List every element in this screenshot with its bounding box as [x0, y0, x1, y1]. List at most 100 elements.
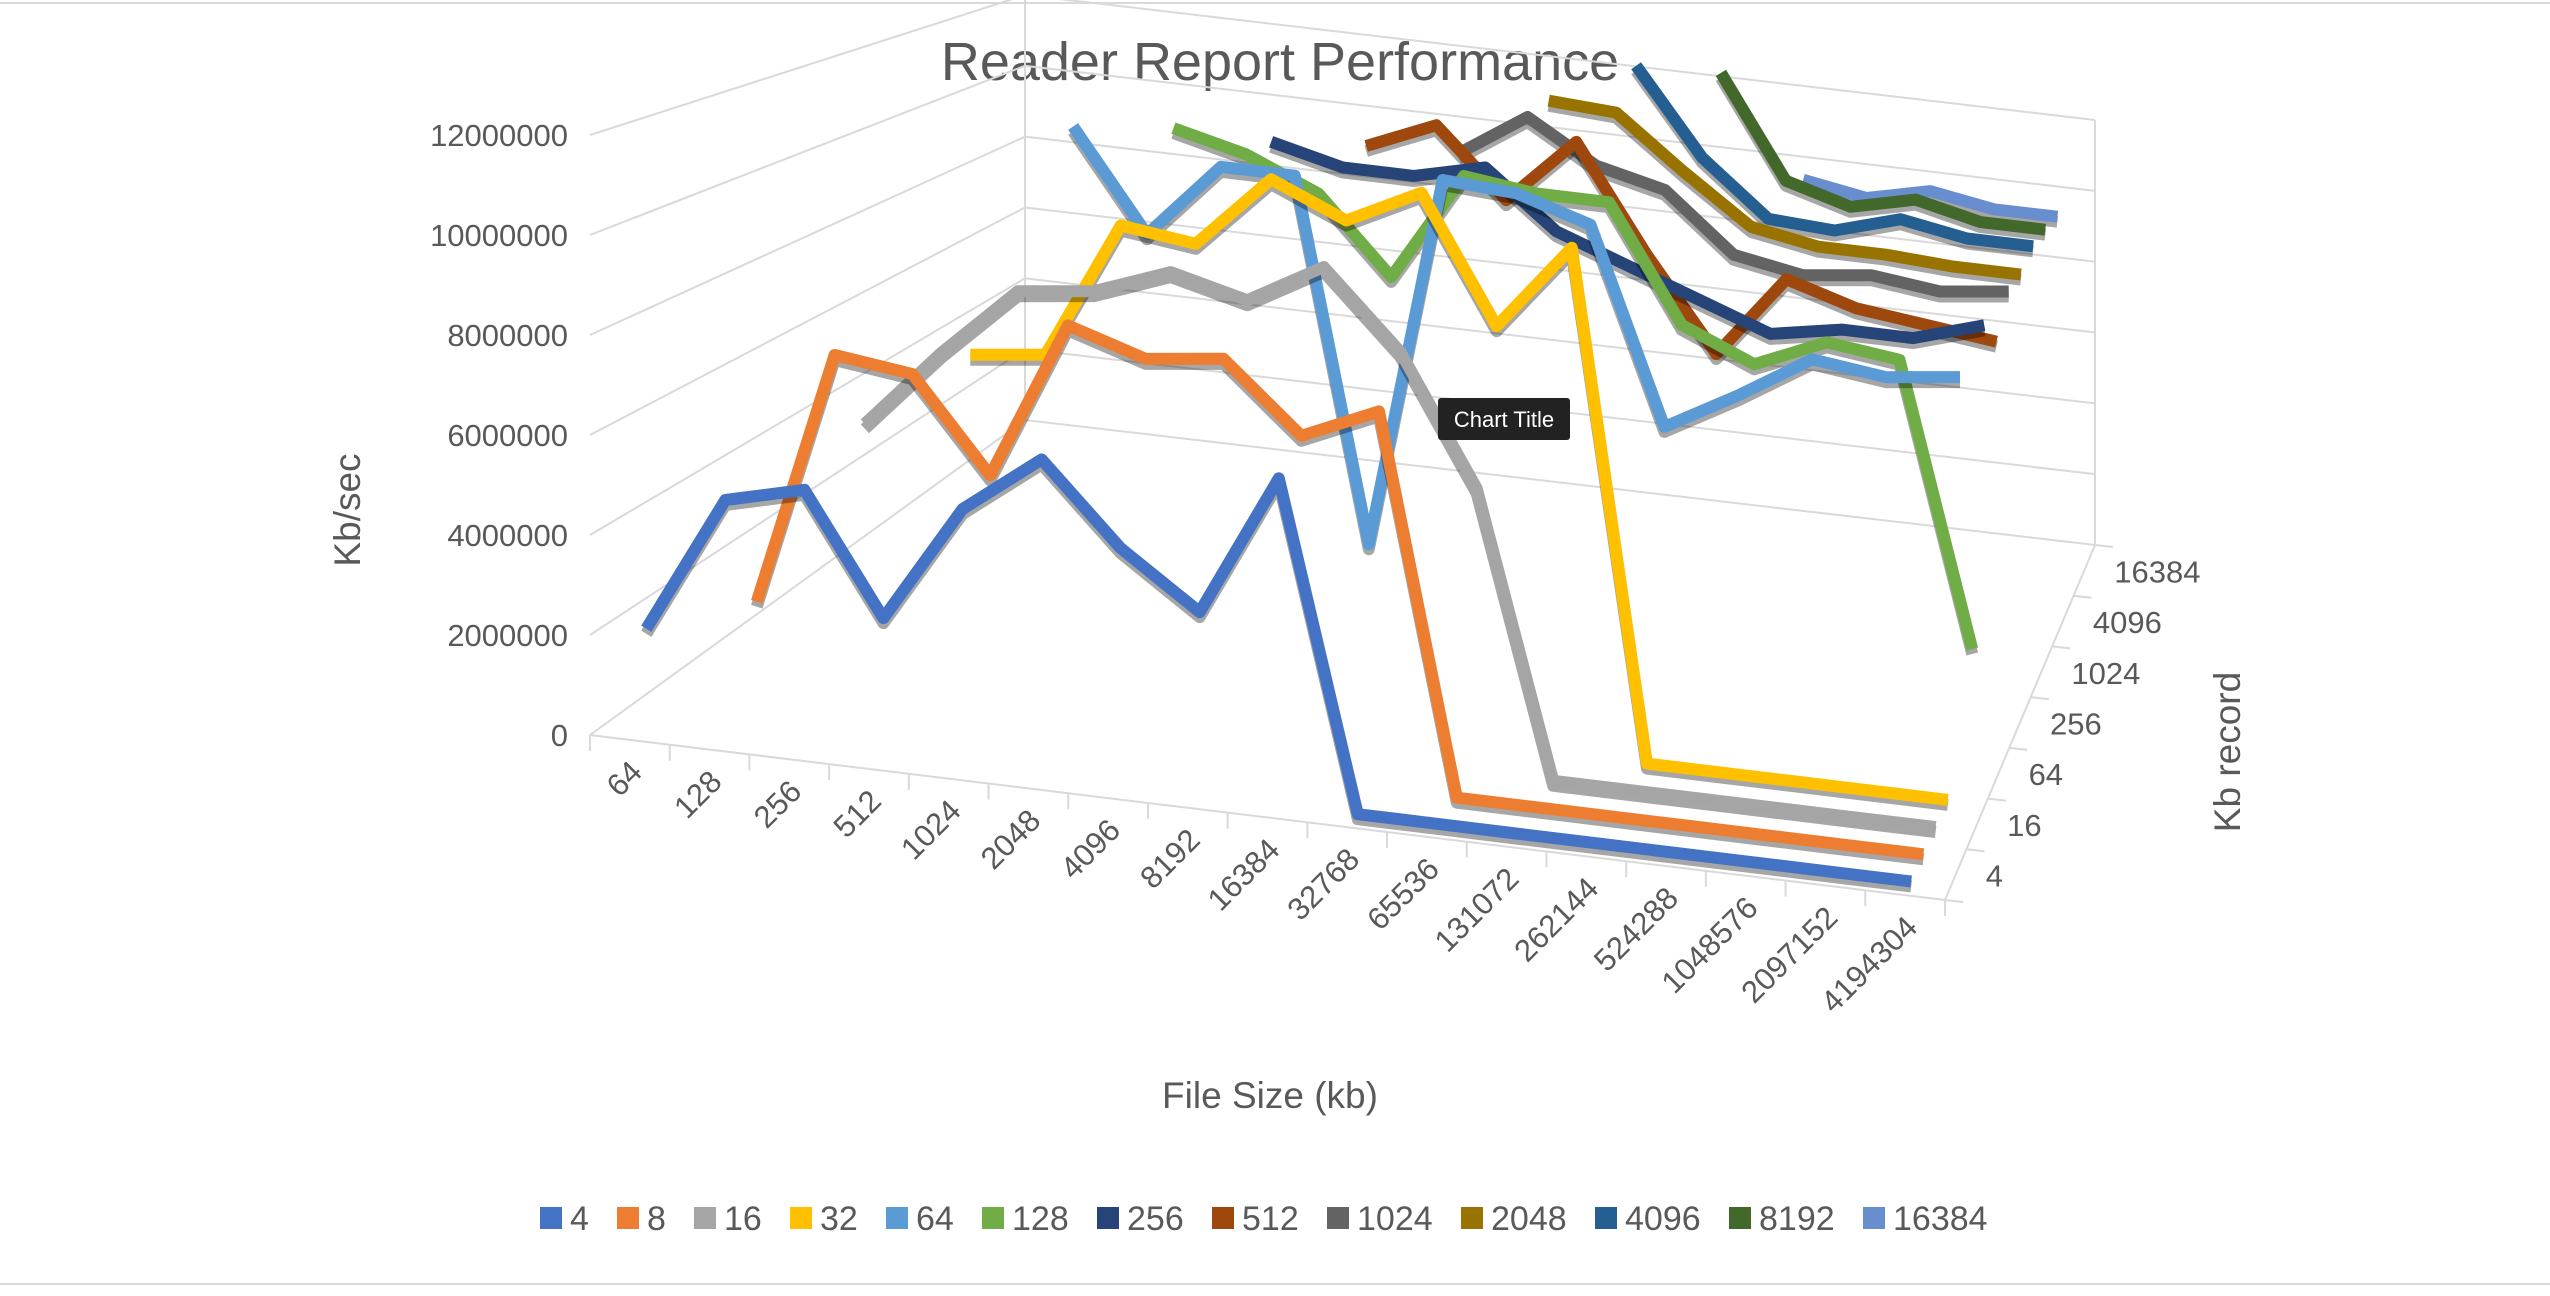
z-tick-label: 16384 [2114, 554, 2200, 589]
series-256 [1269, 136, 1986, 350]
legend-label: 512 [1242, 1200, 1299, 1238]
legend-label: 1024 [1357, 1200, 1433, 1238]
legend-swatch [1461, 1207, 1483, 1229]
legend-swatch [1595, 1207, 1617, 1229]
series-2048 [1547, 94, 2022, 286]
legend-label: 8 [647, 1200, 666, 1238]
legend-item: 256 [1097, 1200, 1184, 1238]
axes [589, 544, 2114, 916]
z-tick-mark [2073, 594, 2092, 599]
legend-swatch [982, 1207, 1004, 1229]
legend: 4 8 16 32 64 128 256 512 1024 2048 4096 8192 16384 [540, 1200, 1988, 1238]
legend-swatch [694, 1207, 716, 1229]
legend-item: 8192 [1729, 1200, 1835, 1238]
z-tick-labels: 416 64 256 1024 4096 16384 [1986, 554, 2201, 893]
y-tick-label: 8000000 [447, 318, 568, 353]
legend-item: 64 [886, 1200, 954, 1238]
z-tick-label: 1024 [2071, 656, 2140, 691]
legend-item: 32 [790, 1200, 858, 1238]
legend-label: 32 [820, 1200, 858, 1238]
tooltip-text: Chart Title [1454, 407, 1554, 432]
legend-label: 64 [916, 1200, 954, 1238]
series-64 [1068, 123, 1961, 556]
legend-swatch [540, 1207, 562, 1229]
series-line [1364, 119, 1998, 360]
series-line [751, 319, 1925, 861]
z-axis-title: Kb record [2207, 672, 2248, 832]
legend-swatch [790, 1207, 812, 1229]
z-tick-mark [2030, 696, 2049, 701]
series-line [1715, 69, 2046, 236]
z-axis-line [1944, 544, 2096, 901]
z-tick-mark [2052, 645, 2071, 650]
legend-swatch [1863, 1207, 1885, 1229]
series-line [1068, 123, 1961, 551]
z-tick-mark [1987, 797, 2006, 802]
legend-item: 2048 [1461, 1200, 1567, 1238]
legend-item: 16 [694, 1200, 762, 1238]
tooltip-box [1438, 398, 1570, 440]
legend-swatch [617, 1207, 639, 1229]
z-tick-mark [2009, 746, 2028, 751]
gridline [589, 0, 2096, 136]
y-axis-title: Kb/sec [327, 453, 368, 566]
z-tick-mark [1944, 899, 1964, 903]
x-axis-line [589, 734, 1946, 901]
z-tick-mark [2094, 544, 2114, 548]
y-tick-label: 6000000 [447, 418, 568, 453]
chart-title: Reader Report Performance [941, 32, 1619, 92]
legend-item: 128 [982, 1200, 1069, 1238]
z-tick-label: 16 [2007, 808, 2041, 843]
series-16384 [1801, 174, 2059, 228]
series-4 [641, 453, 1912, 893]
legend-label: 16384 [1893, 1200, 1988, 1238]
legend-swatch [1097, 1207, 1119, 1229]
y-tick-labels: 0 2000000 4000000 6000000 8000000 10000000 120… [430, 118, 568, 753]
series-32 [970, 173, 1949, 811]
legend-item: 512 [1212, 1200, 1299, 1238]
series-lines [641, 62, 2059, 893]
legend-item: 4096 [1595, 1200, 1701, 1238]
y-tick-label: 0 [551, 718, 568, 753]
legend-swatch [1212, 1207, 1234, 1229]
y-tick-label: 12000000 [430, 118, 568, 153]
series-4096 [1631, 62, 2034, 258]
series-line [1547, 94, 2022, 281]
tooltip: Chart Title [1438, 398, 1570, 440]
legend-label: 2048 [1491, 1200, 1567, 1238]
legend-item: 8 [617, 1200, 666, 1238]
legend-item: 4 [540, 1200, 589, 1238]
z-tick-mark [1966, 848, 1985, 853]
legend-swatch [1729, 1207, 1751, 1229]
series-line [1171, 122, 1979, 651]
z-tick-label: 64 [2029, 757, 2063, 792]
legend-swatch [1327, 1207, 1349, 1229]
legend-label: 128 [1012, 1200, 1069, 1238]
x-axis-title: File Size (kb) [1162, 1075, 1378, 1116]
series-line [1455, 111, 2009, 298]
series-line [970, 173, 1949, 806]
y-tick-label: 4000000 [447, 518, 568, 553]
z-tick-label: 4 [1986, 859, 2003, 894]
y-tick-label: 2000000 [447, 618, 568, 653]
series-8 [751, 319, 1925, 866]
series-16 [860, 261, 1937, 839]
legend-label: 8192 [1759, 1200, 1835, 1238]
series-line [641, 453, 1912, 888]
z-tick-label: 4096 [2093, 605, 2162, 640]
series-line [1801, 174, 2059, 223]
series-1024 [1455, 111, 2009, 303]
legend-swatch [886, 1207, 908, 1229]
series-line [1631, 62, 2034, 253]
y-tick-label: 10000000 [430, 218, 568, 253]
legend-item: 1024 [1327, 1200, 1433, 1238]
legend-label: 4096 [1625, 1200, 1701, 1238]
series-line [1269, 136, 1986, 345]
legend-label: 16 [724, 1200, 762, 1238]
legend-label: 256 [1127, 1200, 1184, 1238]
series-8192 [1715, 69, 2046, 241]
z-tick-label: 256 [2050, 707, 2102, 742]
legend-label: 4 [570, 1200, 589, 1238]
